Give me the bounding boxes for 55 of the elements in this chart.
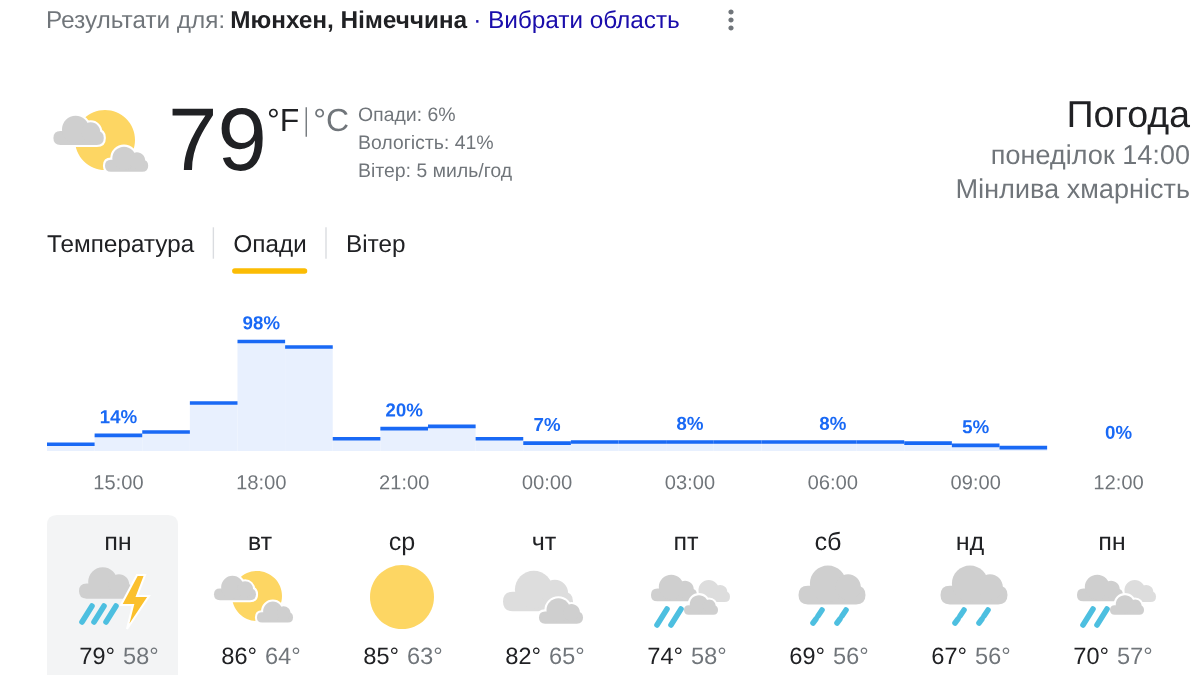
text: 57°: [1117, 647, 1152, 665]
text: 65°: [550, 647, 584, 665]
text: Мюнхен, Німеччина: [231, 10, 468, 32]
text: 74°: [648, 647, 682, 664]
text: · Вибрати область: [476, 10, 679, 34]
text: Мінлива хмарність: [957, 178, 1189, 204]
text: чт: [533, 536, 556, 550]
text: ср: [389, 536, 415, 556]
text: нд: [957, 536, 984, 555]
x-tick-label: 21:00: [380, 475, 429, 490]
text: 63°: [408, 647, 442, 665]
data-label: 0%: [1105, 425, 1132, 439]
text: 79: [172, 107, 263, 171]
text: 56°: [833, 647, 868, 665]
text: 58°: [691, 647, 726, 665]
data-label: 7%: [534, 417, 561, 432]
text: Вітер: [347, 234, 405, 258]
x-tick-label: 06:00: [808, 475, 858, 490]
text: Погода: [1069, 101, 1191, 135]
data-label: 8%: [819, 416, 846, 431]
x-tick-label: 15:00: [94, 475, 143, 490]
text: Вологість: 41%: [359, 134, 493, 150]
text: 56°: [975, 647, 1010, 665]
data-label: 98%: [243, 316, 280, 330]
text: 79°: [80, 647, 114, 665]
x-tick-label: 18:00: [237, 475, 286, 490]
text: Опади: 6%: [358, 107, 455, 125]
x-tick-label: 12:00: [1094, 475, 1143, 490]
x-tick-label: 09:00: [951, 475, 1001, 490]
data-label: 20%: [386, 403, 423, 417]
text: 85°: [364, 647, 398, 665]
text: сб: [815, 531, 841, 551]
text: Результати для:: [47, 11, 223, 34]
data-label: 5%: [962, 420, 989, 434]
text: Температура: [47, 235, 195, 258]
text: 64°: [266, 647, 300, 665]
text: 86°: [222, 647, 256, 665]
text: понеділок 14:00: [992, 144, 1189, 170]
text: °F: [268, 108, 299, 131]
x-tick-label: 03:00: [665, 475, 715, 490]
text: 70°: [1074, 647, 1108, 665]
text: пт: [675, 536, 699, 550]
text: 67°: [932, 647, 966, 665]
x-tick-label: 00:00: [522, 475, 572, 490]
text: пн: [106, 536, 130, 550]
text: пн: [1100, 536, 1124, 550]
text: 58°: [123, 647, 158, 665]
text: 69°: [790, 647, 824, 665]
data-label: 8%: [676, 416, 703, 431]
text: Вітер: 5 миль/год: [359, 162, 512, 182]
data-label: 14%: [100, 410, 137, 424]
text: °C: [315, 108, 348, 132]
text: вт: [249, 536, 272, 550]
text: 82°: [506, 647, 540, 665]
text: Опади: [234, 235, 306, 257]
